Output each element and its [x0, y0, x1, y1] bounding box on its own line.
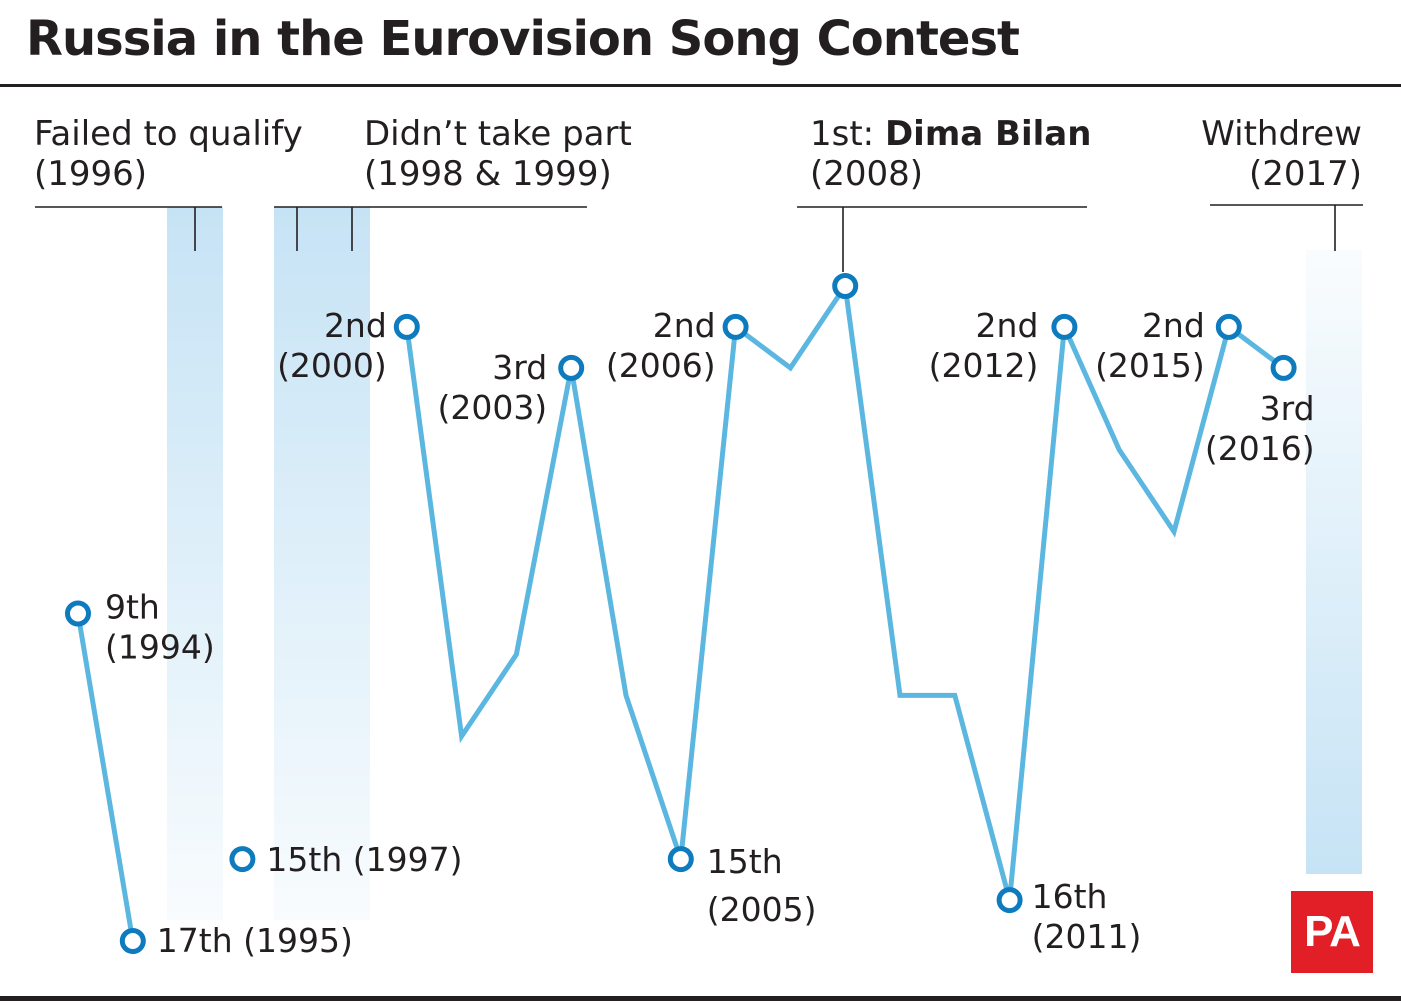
gap-band-1996 [167, 207, 223, 920]
point-label-2005-line-2: (2005) [707, 890, 817, 929]
point-label-2012-line-1: 2nd [976, 306, 1039, 345]
data-point-2016 [1270, 354, 1297, 381]
data-point-2008 [832, 273, 859, 299]
data-point-2015 [1215, 313, 1242, 340]
point-label-1997-line-1: 15th (1997) [266, 840, 462, 879]
gap-band-2017 [1306, 250, 1362, 874]
data-point-1997 [229, 846, 256, 873]
data-point-2006 [722, 313, 749, 340]
point-label-2015-line-2: (2015) [1095, 346, 1205, 385]
data-point-2011 [996, 887, 1023, 914]
point-labels: 9th(1994)17th (1995)15th (1997)2nd(2000)… [105, 306, 1315, 960]
point-label-1995-line-1: 17th (1995) [157, 921, 353, 960]
annotation-winner-name: Dima Bilan [885, 114, 1091, 154]
series-line-segment-1 [75, 613, 136, 942]
point-label-2000-line-1: 2nd [324, 306, 387, 345]
point-label-2000-line-2: (2000) [277, 346, 387, 385]
annotation-brackets [35, 204, 1363, 272]
annotation-notpart-years: (1998 & 1999) [364, 154, 612, 194]
series-markers [65, 273, 1297, 954]
pa-logo: PA [1291, 891, 1373, 973]
annotation-winner-prefix: 1st: [810, 114, 885, 154]
data-point-1995 [119, 928, 146, 954]
point-label-2003-line-2: (2003) [437, 388, 547, 427]
point-label-2005-line-1: 15th [707, 842, 783, 881]
data-point-2012 [1051, 313, 1078, 340]
bottom-divider [0, 996, 1401, 1001]
annotation-withdrew-year: (2017) [1249, 154, 1362, 194]
point-label-1994-line-1: 9th [105, 588, 160, 627]
pa-logo-text: PA [1304, 907, 1361, 956]
chart-title: Russia in the Eurovision Song Contest [26, 11, 1020, 67]
point-label-2016-line-1: 3rd [1260, 389, 1315, 428]
point-label-2016-line-2: (2016) [1205, 429, 1315, 468]
title-divider [0, 84, 1401, 87]
annotation-winner: 1st: Dima Bilan [810, 114, 1091, 154]
point-label-2011-line-1: 16th [1032, 877, 1108, 916]
data-point-1994 [65, 600, 91, 627]
annotation-failed: Failed to qualify [34, 114, 303, 154]
point-label-2015-line-1: 2nd [1142, 306, 1205, 345]
point-label-1994-line-2: (1994) [105, 628, 215, 667]
data-point-2000 [393, 313, 420, 340]
point-label-2006-line-2: (2006) [606, 346, 716, 385]
annotation-withdrew: Withdrew [1201, 114, 1362, 154]
annotation-winner-year: (2008) [810, 154, 923, 194]
point-label-2006-line-1: 2nd [653, 306, 716, 345]
point-label-2003-line-1: 3rd [492, 348, 547, 387]
data-point-2005 [667, 846, 694, 873]
annotation-failed-year: (1996) [34, 154, 147, 194]
point-label-2011-line-2: (2011) [1032, 917, 1142, 956]
gap-band-1998-1999 [274, 207, 370, 920]
data-point-2003 [558, 354, 585, 381]
annotation-notpart: Didn’t take part [364, 114, 632, 154]
point-label-2012-line-2: (2012) [929, 346, 1039, 385]
